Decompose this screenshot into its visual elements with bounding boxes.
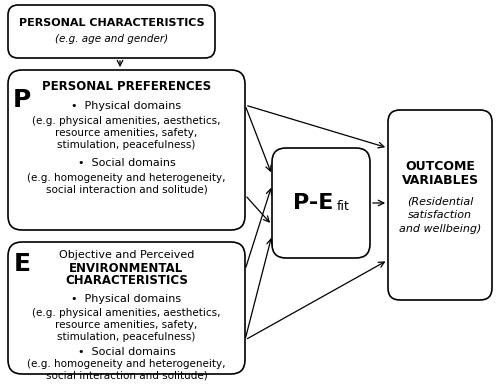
Text: E: E bbox=[14, 252, 30, 276]
Text: CHARACTERISTICS: CHARACTERISTICS bbox=[65, 275, 188, 288]
FancyBboxPatch shape bbox=[8, 242, 245, 374]
Text: Objective and Perceived: Objective and Perceived bbox=[59, 250, 194, 260]
Text: stimulation, peacefulness): stimulation, peacefulness) bbox=[58, 140, 196, 150]
Text: stimulation, peacefulness): stimulation, peacefulness) bbox=[58, 332, 196, 342]
Text: OUTCOME: OUTCOME bbox=[405, 161, 475, 174]
Text: •  Physical domains: • Physical domains bbox=[72, 101, 182, 111]
Text: (e.g. age and gender): (e.g. age and gender) bbox=[55, 35, 168, 45]
Text: •  Social domains: • Social domains bbox=[78, 347, 176, 357]
FancyBboxPatch shape bbox=[388, 110, 492, 300]
Text: and wellbeing): and wellbeing) bbox=[399, 224, 481, 234]
Text: (e.g. homogeneity and heterogeneity,: (e.g. homogeneity and heterogeneity, bbox=[27, 359, 226, 369]
Text: (e.g. physical amenities, aesthetics,: (e.g. physical amenities, aesthetics, bbox=[32, 116, 221, 126]
FancyBboxPatch shape bbox=[8, 70, 245, 230]
Text: (e.g. homogeneity and heterogeneity,: (e.g. homogeneity and heterogeneity, bbox=[27, 173, 226, 183]
Text: PERSONAL PREFERENCES: PERSONAL PREFERENCES bbox=[42, 79, 211, 93]
Text: ENVIRONMENTAL: ENVIRONMENTAL bbox=[70, 262, 184, 275]
Text: social interaction and solitude): social interaction and solitude) bbox=[46, 185, 207, 195]
FancyBboxPatch shape bbox=[272, 148, 370, 258]
Text: (Residential: (Residential bbox=[407, 196, 473, 206]
Text: •  Physical domains: • Physical domains bbox=[72, 294, 182, 304]
Text: satisfaction: satisfaction bbox=[408, 210, 472, 220]
Text: •  Social domains: • Social domains bbox=[78, 158, 176, 168]
Text: fit: fit bbox=[336, 200, 349, 214]
Text: (e.g. physical amenities, aesthetics,: (e.g. physical amenities, aesthetics, bbox=[32, 308, 221, 318]
Text: resource amenities, safety,: resource amenities, safety, bbox=[56, 320, 198, 330]
Text: PERSONAL CHARACTERISTICS: PERSONAL CHARACTERISTICS bbox=[18, 18, 204, 28]
Text: P: P bbox=[13, 88, 31, 112]
FancyBboxPatch shape bbox=[8, 5, 215, 58]
Text: VARIABLES: VARIABLES bbox=[402, 174, 478, 187]
Text: P-E: P-E bbox=[293, 193, 333, 213]
Text: resource amenities, safety,: resource amenities, safety, bbox=[56, 128, 198, 138]
Text: social interaction and solitude): social interaction and solitude) bbox=[46, 371, 207, 381]
